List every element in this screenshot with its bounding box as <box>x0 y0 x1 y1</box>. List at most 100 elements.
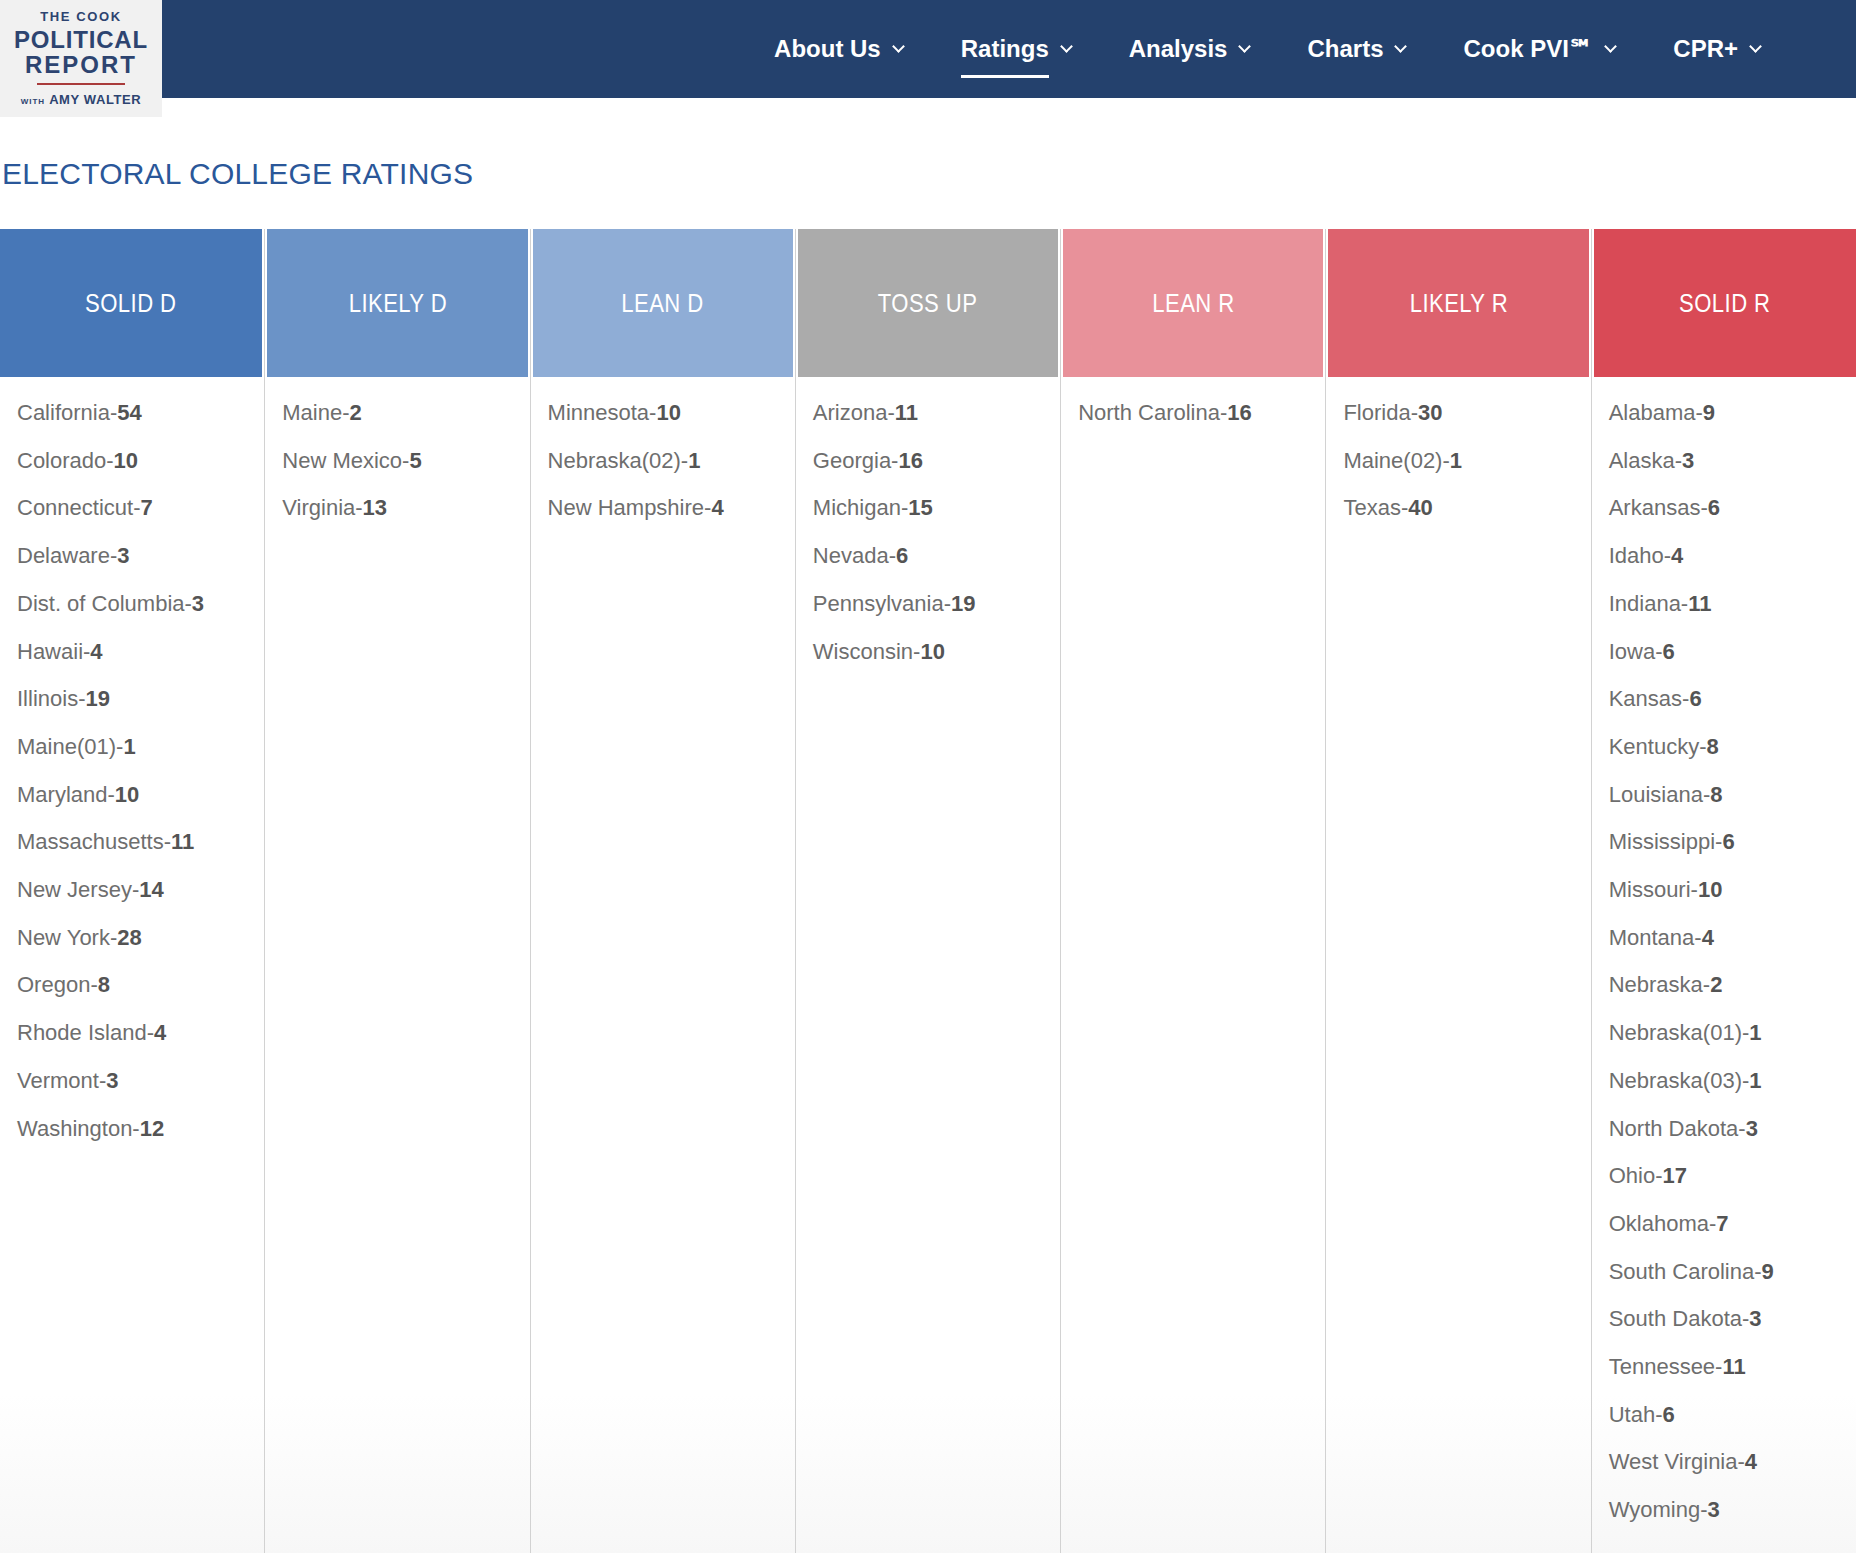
state-electoral-votes: 10 <box>115 782 139 807</box>
state-electoral-votes: 16 <box>1227 400 1251 425</box>
rating-column-header-likely-r: LIKELY R <box>1328 229 1588 377</box>
rating-column-label: LIKELY D <box>348 288 446 319</box>
state-name: Minnesota- <box>548 400 657 425</box>
site-logo[interactable]: THE COOK POLITICAL REPORT WITHAMY WALTER <box>0 0 162 117</box>
state-name: Idaho- <box>1609 543 1671 568</box>
state-name: Washington- <box>17 1116 140 1141</box>
state-electoral-votes: 4 <box>711 495 723 520</box>
state-row: Nebraska-2 <box>1592 961 1856 1009</box>
state-electoral-votes: 6 <box>1662 639 1674 664</box>
state-name: Nebraska- <box>1609 972 1710 997</box>
state-name: Maine- <box>282 400 349 425</box>
state-electoral-votes: 2 <box>1710 972 1722 997</box>
state-electoral-votes: 10 <box>920 639 944 664</box>
state-row: Louisiana-8 <box>1592 771 1856 819</box>
state-electoral-votes: 4 <box>154 1020 166 1045</box>
nav-item-cpr[interactable]: CPR+ <box>1673 35 1760 63</box>
state-name: Iowa- <box>1609 639 1663 664</box>
state-name: Maine(02)- <box>1343 448 1449 473</box>
nav-item-analysis[interactable]: Analysis <box>1129 35 1250 63</box>
state-electoral-votes: 10 <box>656 400 680 425</box>
state-electoral-votes: 6 <box>896 543 908 568</box>
state-name: North Dakota- <box>1609 1116 1746 1141</box>
state-name: Illinois- <box>17 686 85 711</box>
state-row: Wisconsin-10 <box>796 628 1060 676</box>
logo-tagline-with: WITH <box>21 97 45 106</box>
state-electoral-votes: 6 <box>1662 1402 1674 1427</box>
rating-column-lean-d: LEAN D Minnesota-10Nebraska(02)-1New Ham… <box>531 229 796 1553</box>
state-row: Arizona-11 <box>796 389 1060 437</box>
rating-column-header-solid-d: SOLID D <box>0 229 262 377</box>
state-electoral-votes: 7 <box>1716 1211 1728 1236</box>
nav-item-cook-pvi[interactable]: Cook PVI℠ <box>1463 35 1615 63</box>
state-electoral-votes: 1 <box>123 734 135 759</box>
logo-tagline: WITHAMY WALTER <box>0 90 162 108</box>
state-electoral-votes: 13 <box>363 495 387 520</box>
state-row: Maine(02)-1 <box>1326 437 1590 485</box>
state-electoral-votes: 3 <box>117 543 129 568</box>
rating-column-header-lean-d: LEAN D <box>533 229 793 377</box>
state-row: Minnesota-10 <box>531 389 795 437</box>
state-row: Wyoming-3 <box>1592 1486 1856 1534</box>
state-name: Wisconsin- <box>813 639 921 664</box>
state-row: North Carolina-16 <box>1061 389 1325 437</box>
logo-text-the-cook: THE COOK <box>0 9 162 24</box>
state-row: Alabama-9 <box>1592 389 1856 437</box>
state-electoral-votes: 14 <box>139 877 163 902</box>
state-row: Missouri-10 <box>1592 866 1856 914</box>
state-name: Hawaii- <box>17 639 90 664</box>
state-name: Wyoming- <box>1609 1497 1708 1522</box>
state-electoral-votes: 1 <box>1749 1068 1761 1093</box>
rating-column-label: SOLID R <box>1679 288 1770 319</box>
state-row: Dist. of Columbia-3 <box>0 580 264 628</box>
state-name: Maryland- <box>17 782 115 807</box>
state-list: Alabama-9Alaska-3Arkansas-6Idaho-4Indian… <box>1592 377 1856 1534</box>
state-name: Massachusetts- <box>17 829 171 854</box>
state-electoral-votes: 11 <box>895 400 918 425</box>
state-name: West Virginia- <box>1609 1449 1745 1474</box>
state-row: Arkansas-6 <box>1592 484 1856 532</box>
rating-column-label: SOLID D <box>85 288 176 319</box>
state-electoral-votes: 5 <box>409 448 421 473</box>
state-row: Pennsylvania-19 <box>796 580 1060 628</box>
state-name: Ohio- <box>1609 1163 1663 1188</box>
state-row: Delaware-3 <box>0 532 264 580</box>
state-electoral-votes: 3 <box>1682 448 1694 473</box>
logo-text-political: POLITICAL <box>0 27 162 52</box>
state-electoral-votes: 4 <box>1702 925 1714 950</box>
state-electoral-votes: 40 <box>1408 495 1432 520</box>
state-name: Tennessee- <box>1609 1354 1723 1379</box>
state-name: Connecticut- <box>17 495 141 520</box>
state-name: New Hampshire- <box>548 495 712 520</box>
state-row: Alaska-3 <box>1592 437 1856 485</box>
nav-item-charts[interactable]: Charts <box>1307 35 1405 63</box>
state-electoral-votes: 16 <box>898 448 922 473</box>
state-list: California-54Colorado-10Connecticut-7Del… <box>0 377 264 1152</box>
nav-item-about-us[interactable]: About Us <box>774 35 903 63</box>
state-name: Arizona- <box>813 400 895 425</box>
state-electoral-votes: 9 <box>1762 1259 1774 1284</box>
state-electoral-votes: 1 <box>688 448 700 473</box>
rating-column-solid-d: SOLID D California-54Colorado-10Connecti… <box>0 229 265 1553</box>
state-name: Michigan- <box>813 495 908 520</box>
nav-item-ratings[interactable]: Ratings <box>961 35 1071 63</box>
state-row: Utah-6 <box>1592 1391 1856 1439</box>
state-name: New Jersey- <box>17 877 139 902</box>
state-row: Maine-2 <box>265 389 529 437</box>
state-electoral-votes: 1 <box>1450 448 1462 473</box>
chevron-down-icon <box>1604 40 1617 53</box>
state-row: Virginia-13 <box>265 484 529 532</box>
state-electoral-votes: 12 <box>140 1116 164 1141</box>
state-name: Arkansas- <box>1609 495 1708 520</box>
state-row: New Mexico-5 <box>265 437 529 485</box>
state-row: West Virginia-4 <box>1592 1438 1856 1486</box>
electoral-college-ratings-table: SOLID D California-54Colorado-10Connecti… <box>0 229 1856 1553</box>
rating-column-likely-r: LIKELY R Florida-30Maine(02)-1Texas-40 <box>1326 229 1591 1553</box>
state-electoral-votes: 3 <box>1708 1497 1720 1522</box>
state-electoral-votes: 4 <box>1745 1449 1757 1474</box>
state-row: Kentucky-8 <box>1592 723 1856 771</box>
state-electoral-votes: 11 <box>1722 1354 1745 1379</box>
state-electoral-votes: 30 <box>1418 400 1442 425</box>
state-name: Colorado- <box>17 448 114 473</box>
chevron-down-icon <box>1239 40 1252 53</box>
